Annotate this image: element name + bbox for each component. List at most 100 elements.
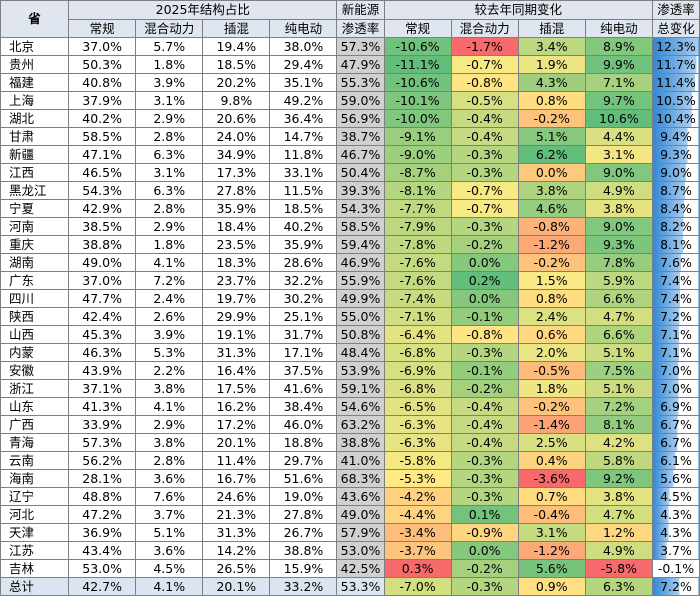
penetration-header-line2: 渗透率 [336, 19, 385, 38]
total-change-cell: 4.3% [651, 523, 700, 542]
total-change-cell: 11.7% [651, 55, 700, 74]
table-row: 浙江 37.1% 3.8% 17.5% 41.6% 59.1% -6.8% -0.2% 1.8%… [0, 379, 700, 398]
change-cell: -6.8% [383, 379, 452, 398]
change-cell: -7.6% [383, 271, 452, 290]
province-cell: 上海 [0, 91, 70, 110]
province-cell: 湖北 [0, 109, 70, 128]
total-change-cell: 8.2% [651, 217, 700, 236]
penetration-cell: 68.3% [336, 469, 385, 488]
change-cell: -0.3% [450, 163, 519, 182]
change-cell: 5.1% [517, 127, 586, 146]
structure-cell: 31.3% [202, 343, 271, 362]
structure-cell: 29.4% [269, 55, 338, 74]
change-cell: -6.8% [383, 343, 452, 362]
structure-cell: 4.1% [135, 397, 204, 416]
table-row: 辽宁 48.8% 7.6% 24.6% 19.0% 43.6% -4.2% -0.3% 0.7%… [0, 487, 700, 506]
change-cell: -6.3% [383, 415, 452, 434]
change-group-header: 较去年同期变化 [383, 0, 653, 20]
table-row: 江西 46.5% 3.1% 17.3% 33.1% 50.4% -8.7% -0.3% 0.0%… [0, 163, 700, 182]
total-change-cell: 12.3% [651, 37, 700, 56]
total-change-cell: 7.0% [651, 361, 700, 380]
province-cell: 甘肃 [0, 127, 70, 146]
total-change-cell: -0.1% [651, 559, 700, 578]
structure-cell: 41.3% [68, 397, 137, 416]
change-col-bev: 纯电动 [584, 19, 653, 38]
table-row: 甘肃 58.5% 2.8% 24.0% 14.7% 38.7% -9.1% -0.4% 5.1%… [0, 127, 700, 146]
total-change-cell: 7.1% [651, 343, 700, 362]
structure-cell: 28.1% [68, 469, 137, 488]
structure-cell: 46.5% [68, 163, 137, 182]
change-col-hybrid: 混合动力 [450, 19, 519, 38]
structure-cell: 3.1% [135, 91, 204, 110]
change-cell: 3.8% [517, 181, 586, 200]
change-cell: -0.2% [517, 397, 586, 416]
structure-cell: 42.7% [68, 577, 137, 596]
change-cell: 1.8% [517, 379, 586, 398]
change-cell: -0.3% [450, 451, 519, 470]
structure-cell: 4.1% [135, 253, 204, 272]
province-cell: 山东 [0, 397, 70, 416]
change-cell: -10.6% [383, 73, 452, 92]
change-cell: -9.1% [383, 127, 452, 146]
change-cell: 7.2% [584, 397, 653, 416]
structure-cell: 4.5% [135, 559, 204, 578]
province-cell: 山西 [0, 325, 70, 344]
structure-cell: 3.7% [135, 505, 204, 524]
structure-cell: 3.9% [135, 325, 204, 344]
structure-cell: 6.3% [135, 181, 204, 200]
structure-cell: 46.3% [68, 343, 137, 362]
province-cell: 辽宁 [0, 487, 70, 506]
structure-cell: 38.4% [269, 397, 338, 416]
structure-group-header: 2025年结构占比 [68, 0, 338, 20]
change-cell: -7.9% [383, 217, 452, 236]
table-row: 湖北 40.2% 2.9% 20.6% 36.4% 56.9% -10.0% -0.4% -0.… [0, 109, 700, 128]
change-cell: -0.2% [450, 235, 519, 254]
province-cell: 北京 [0, 37, 70, 56]
change-cell: -5.8% [584, 559, 653, 578]
penetration-cell: 50.8% [336, 325, 385, 344]
table-row: 云南 56.2% 2.8% 11.4% 29.7% 41.0% -5.8% -0.3% 0.4%… [0, 451, 700, 470]
table-row: 重庆 38.8% 1.8% 23.5% 35.9% 59.4% -7.8% -0.2% -1.2… [0, 235, 700, 254]
structure-cell: 35.9% [202, 199, 271, 218]
table-row: 黑龙江 54.3% 6.3% 27.8% 11.5% 39.3% -8.1% -0.7% 3.8… [0, 181, 700, 200]
change-cell: 1.9% [517, 55, 586, 74]
structure-cell: 17.5% [202, 379, 271, 398]
structure-cell: 40.8% [68, 73, 137, 92]
province-cell: 宁夏 [0, 199, 70, 218]
province-cell: 河南 [0, 217, 70, 236]
structure-cell: 34.9% [202, 145, 271, 164]
penetration-cell: 49.0% [336, 505, 385, 524]
table-row: 广西 33.9% 2.9% 17.2% 46.0% 63.2% -6.3% -0.4% -1.4… [0, 415, 700, 434]
penetration-cell: 46.7% [336, 145, 385, 164]
change-cell: -0.8% [517, 217, 586, 236]
province-cell: 天津 [0, 523, 70, 542]
penetration-cell: 56.9% [336, 109, 385, 128]
change-cell: -4.4% [383, 505, 452, 524]
change-cell: 9.7% [584, 91, 653, 110]
structure-cell: 2.6% [135, 307, 204, 326]
structure-cell: 26.5% [202, 559, 271, 578]
structure-cell: 27.8% [202, 181, 271, 200]
table-row: 天津 36.9% 5.1% 31.3% 26.7% 57.9% -3.4% -0.9% 3.1%… [0, 523, 700, 542]
structure-cell: 49.2% [269, 91, 338, 110]
change-cell: -8.1% [383, 181, 452, 200]
table-row: 河南 38.5% 2.9% 18.4% 40.2% 58.5% -7.9% -0.3% -0.8… [0, 217, 700, 236]
structure-cell: 19.7% [202, 289, 271, 308]
total-change-cell: 7.4% [651, 289, 700, 308]
structure-col-hybrid: 混合动力 [135, 19, 204, 38]
change-cell: -7.1% [383, 307, 452, 326]
penetration-cell: 53.9% [336, 361, 385, 380]
change-cell: 2.0% [517, 343, 586, 362]
change-cell: 7.8% [584, 253, 653, 272]
total-change-cell: 8.1% [651, 235, 700, 254]
structure-cell: 2.8% [135, 199, 204, 218]
structure-cell: 5.1% [135, 523, 204, 542]
total-change-cell: 10.4% [651, 109, 700, 128]
total-change-cell: 6.7% [651, 433, 700, 452]
change-cell: 5.1% [584, 379, 653, 398]
total-change-cell: 8.4% [651, 199, 700, 218]
change-cell: 0.7% [517, 487, 586, 506]
table-row: 湖南 49.0% 4.1% 18.3% 28.6% 46.9% -7.6% 0.0% -0.2%… [0, 253, 700, 272]
change-cell: 3.8% [584, 487, 653, 506]
change-cell: -1.2% [517, 235, 586, 254]
